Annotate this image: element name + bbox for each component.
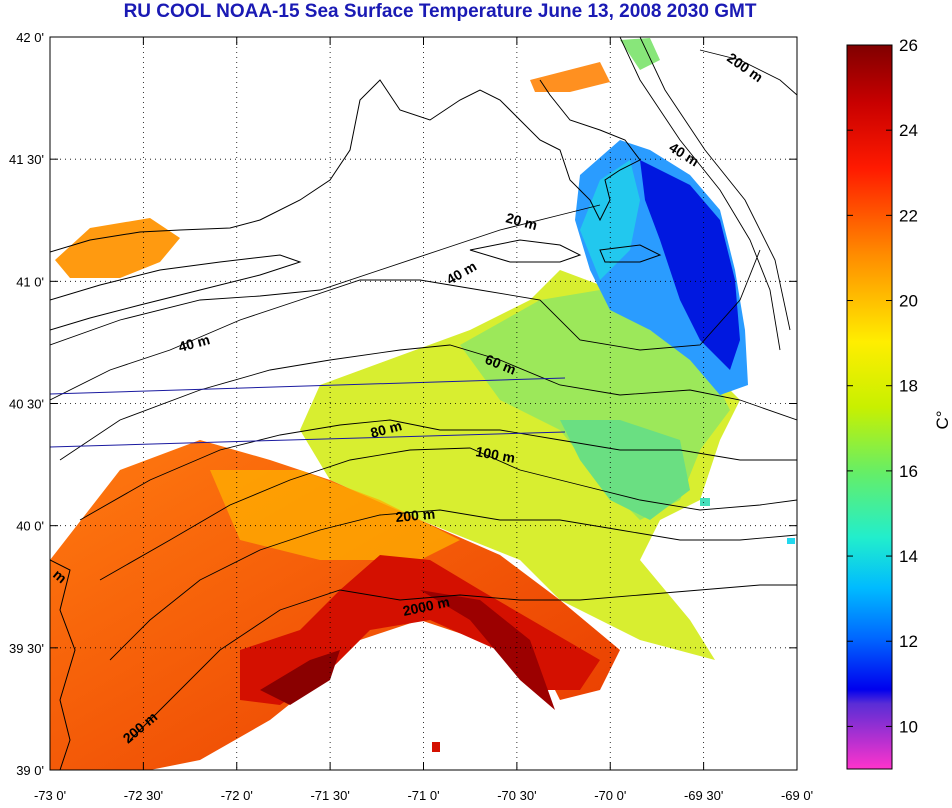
- axis-tick-labels: -73 0' -72 30' -72 0' -71 30' -71 0' -70 30' -…: [9, 30, 813, 803]
- y-tick-label: 40 30': [9, 397, 44, 412]
- contour-80m: [79, 419, 797, 521]
- contour-label-200m-shelf: 200 m: [395, 506, 436, 525]
- contour-label-20m: 20 m: [504, 209, 539, 233]
- contour-gom-3: [699, 49, 797, 96]
- contour-label-100m: 100 m: [474, 443, 516, 466]
- x-tick-label: -71 0': [407, 788, 439, 803]
- coastline-long-island: [50, 254, 302, 331]
- x-tick-label: -70 30': [497, 788, 536, 803]
- sst-speck-3: [700, 498, 710, 506]
- contour-label-80m: 80 m: [369, 417, 404, 441]
- x-tick-label: -72 0': [221, 788, 253, 803]
- contour-gom-2: [639, 37, 791, 331]
- sst-deep-blue-core: [640, 160, 740, 370]
- transect-line-2: [50, 431, 566, 448]
- x-tick-label: -71 30': [310, 788, 349, 803]
- colorbar-tick-label: 18: [899, 377, 918, 396]
- sst-sound-patch: [55, 218, 180, 278]
- x-tick-label: -70 0': [594, 788, 626, 803]
- map-title: RU COOL NOAA-15 Sea Surface Temperature …: [123, 1, 757, 22]
- colorbar-tick-label: 14: [899, 547, 918, 566]
- colorbar-tick-label: 24: [899, 121, 918, 140]
- sst-amber-band: [210, 470, 460, 560]
- contour-60m: [59, 344, 797, 461]
- colorbar-tick-label: 10: [899, 717, 918, 736]
- colorbar-tick-label: 20: [899, 292, 918, 311]
- y-tick-label: 39 0': [16, 763, 44, 778]
- sst-cyan-region: [580, 160, 640, 280]
- sst-speck-2: [787, 538, 795, 544]
- colorbar: [846, 44, 893, 770]
- y-tick-label: 39 30': [9, 641, 44, 656]
- contour-20m: [50, 204, 601, 346]
- colorbar-tick-label: 26: [899, 36, 918, 55]
- colorbar-tick-label: 22: [899, 206, 918, 225]
- x-tick-label: -69 30': [684, 788, 723, 803]
- colorbar-tick-label: 12: [899, 632, 918, 651]
- sst-speck-1: [432, 742, 440, 752]
- contour-40m: [50, 249, 761, 401]
- x-tick-label: -73 0': [34, 788, 66, 803]
- graticule: [50, 37, 797, 770]
- axis-ticks: [49, 36, 798, 771]
- contour-2000m: [129, 584, 797, 741]
- transect-line-1: [50, 377, 566, 395]
- sst-north-green: [620, 38, 660, 70]
- x-tick-label: -69 0': [781, 788, 813, 803]
- colorbar-ticks: 26 24 22 20 18 16 14 12 10: [847, 36, 918, 736]
- colorbar-unit-label: C°: [933, 410, 952, 429]
- coastline-nj: [50, 559, 76, 770]
- y-tick-label: 41 0': [16, 274, 44, 289]
- coastline-nantucket: [599, 244, 662, 263]
- sst-darkred-core-2: [420, 590, 555, 710]
- colorbar-tick-label: 16: [899, 462, 918, 481]
- y-tick-label: 40 0': [16, 519, 44, 534]
- contour-200m: [109, 509, 797, 661]
- contour-label-40m-west: 40 m: [177, 331, 212, 355]
- y-tick-label: 41 30': [9, 152, 44, 167]
- y-tick-label: 42 0': [16, 30, 44, 45]
- sst-north-patch: [530, 62, 610, 92]
- coastline-mainland: [50, 79, 641, 253]
- x-tick-label: -72 30': [124, 788, 163, 803]
- contour-gom-1: [619, 37, 781, 351]
- contour-100m: [99, 447, 797, 581]
- sst-darkred-core-1: [260, 650, 340, 705]
- coastline-marthas-vineyard: [469, 239, 582, 263]
